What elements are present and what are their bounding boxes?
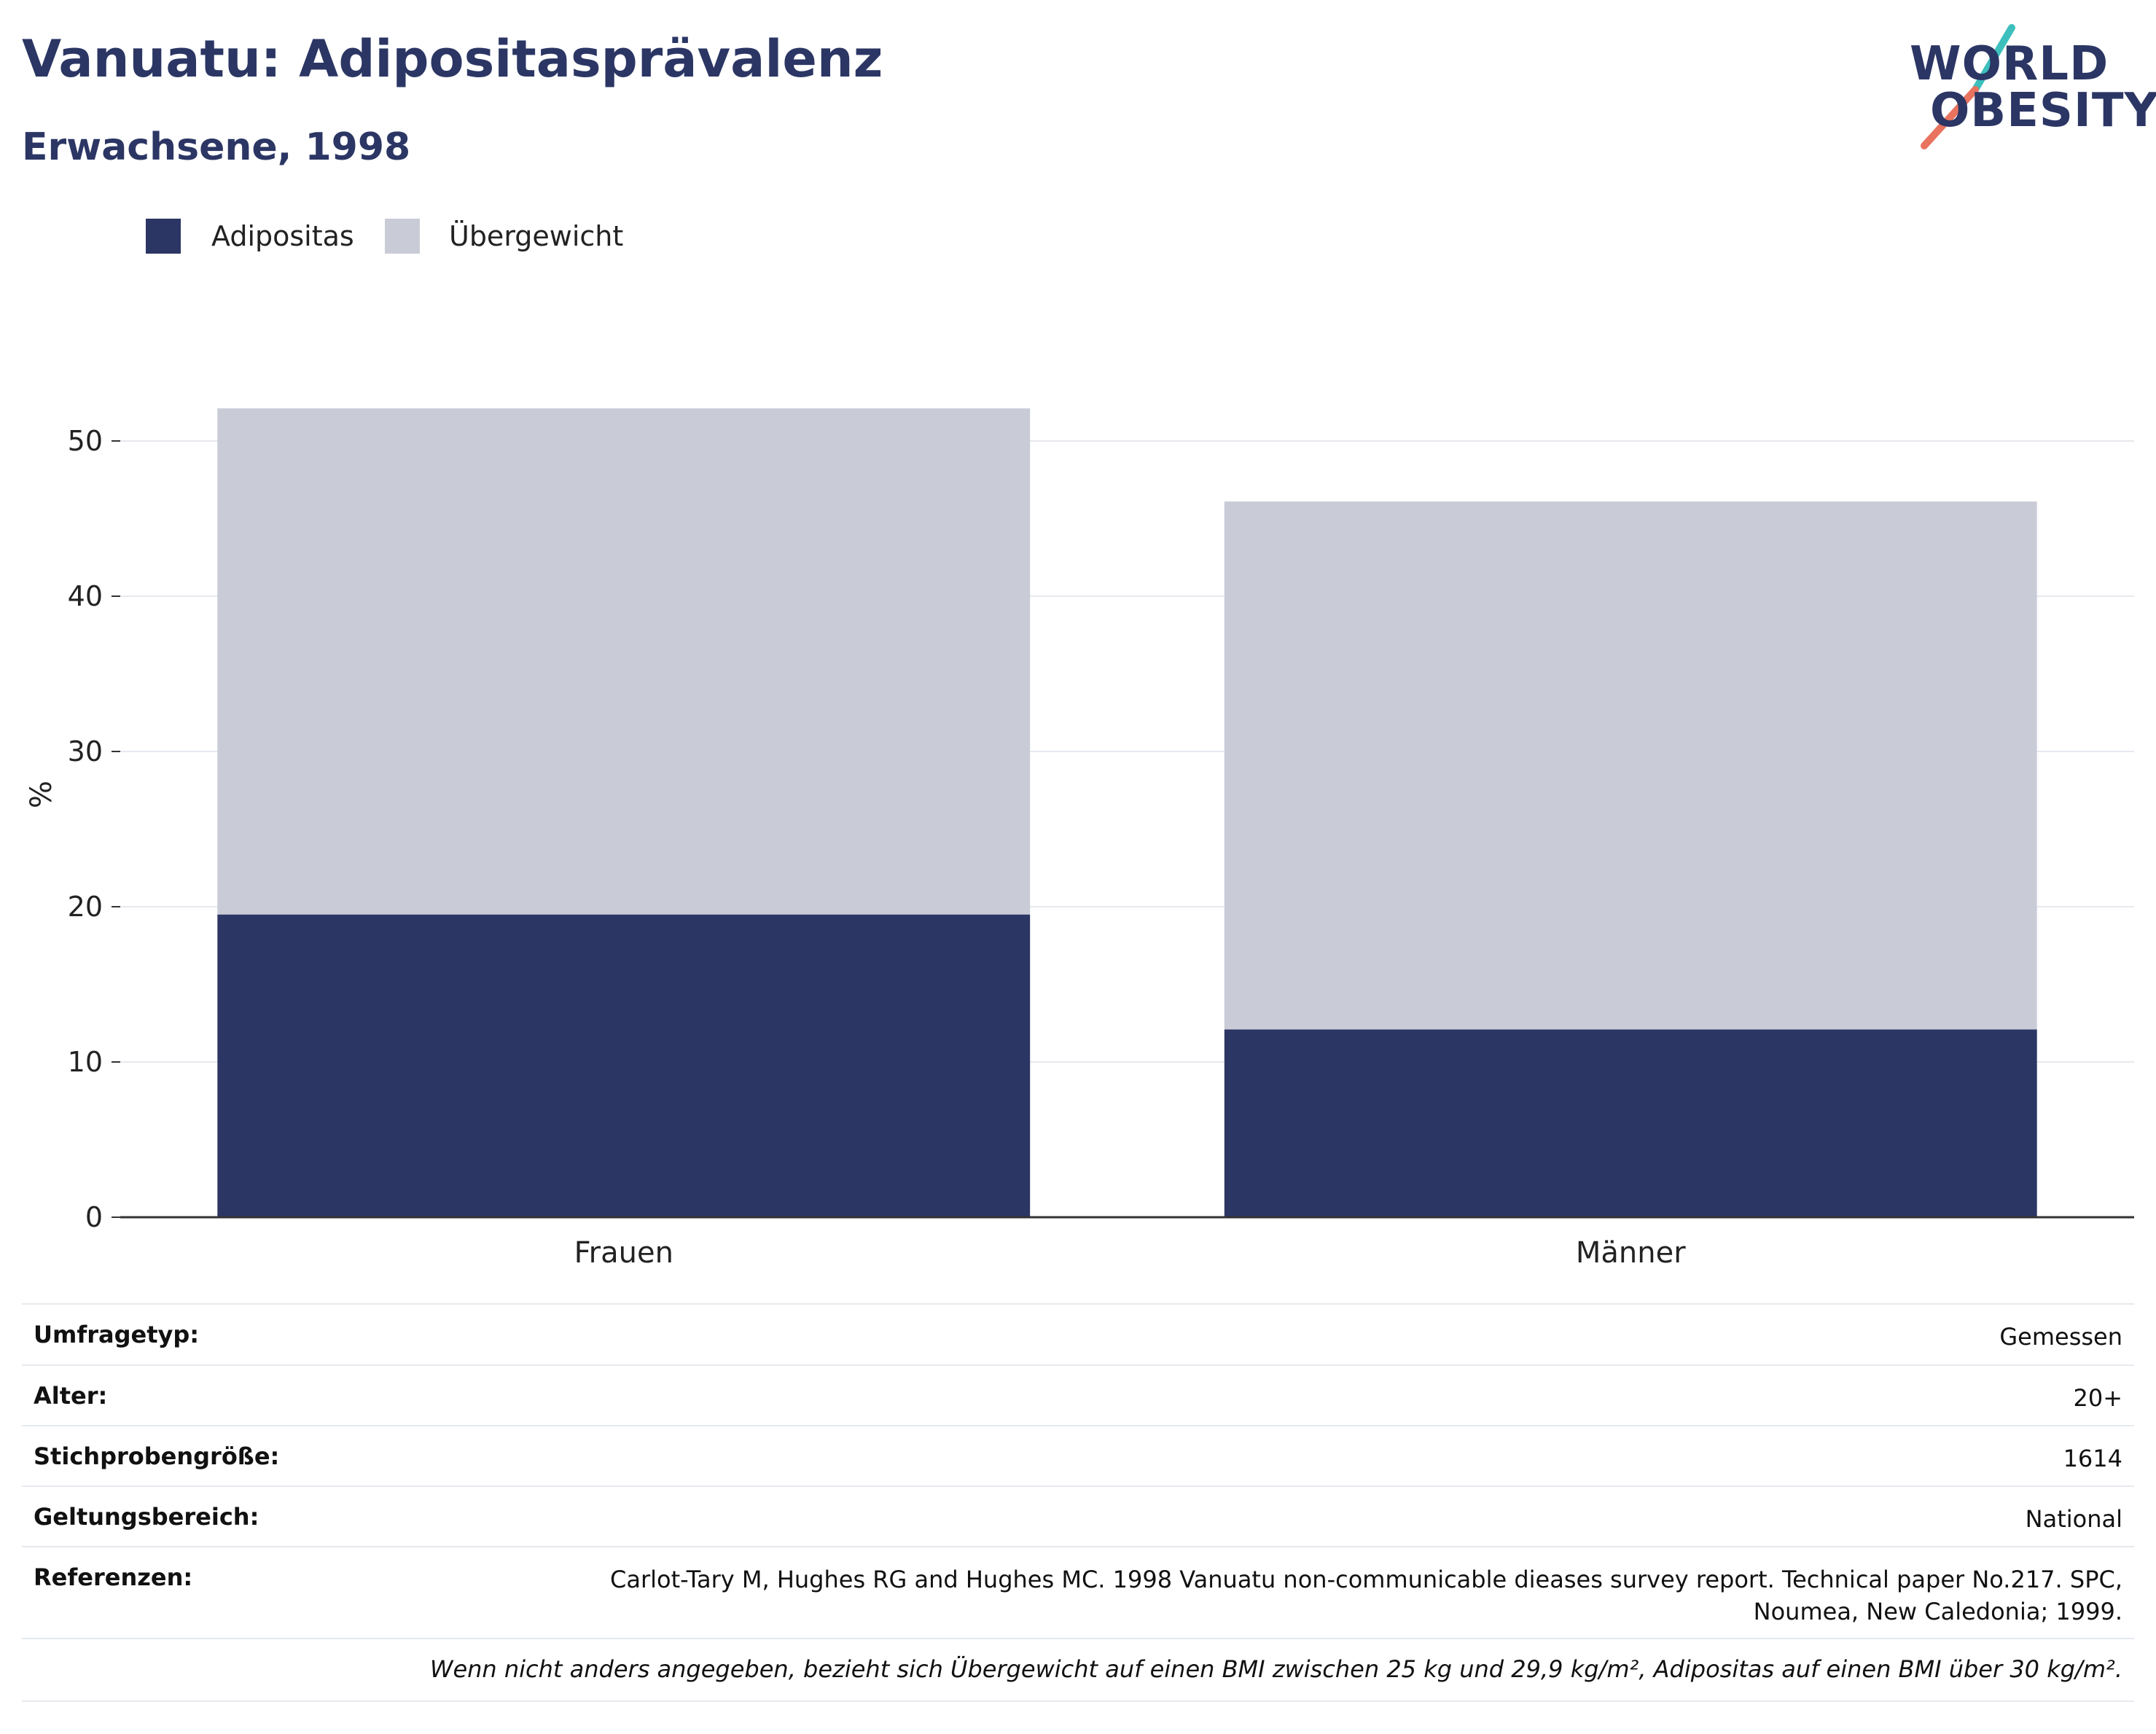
bar-adipositas-0 <box>217 914 1031 1217</box>
info-row: Umfragetyp: Gemessen <box>22 1303 2134 1366</box>
info-key: Geltungsbereich: <box>34 1503 259 1531</box>
info-row: Stichprobengröße: 1614 <box>22 1425 2134 1487</box>
info-row: Referenzen: Carlot-Tary M, Hughes RG and … <box>22 1546 2134 1639</box>
logo-line1: WORLD <box>1910 37 2109 91</box>
y-tick-label: 50 <box>68 425 103 457</box>
y-tick-label: 40 <box>68 580 103 612</box>
page-title: Vanuatu: Adipositasprävalenz <box>22 29 883 89</box>
bar-adipositas-1 <box>1224 1029 2037 1217</box>
legend-swatch-uebergewicht <box>385 219 420 254</box>
info-value: 20+ <box>2073 1384 2122 1412</box>
y-tick-label: 0 <box>85 1201 103 1233</box>
info-value: National <box>2025 1505 2122 1533</box>
logo-line2: OBESITY <box>1930 84 2156 138</box>
legend-label-adipositas: Adipositas <box>211 220 354 252</box>
info-key: Alter: <box>34 1382 108 1410</box>
x-tick-label: Frauen <box>574 1236 673 1270</box>
logo-slash-icon <box>1921 24 2015 149</box>
info-key: Umfragetyp: <box>34 1321 200 1348</box>
y-axis-label: % <box>25 781 58 808</box>
info-note-row: Wenn nicht anders angegeben, bezieht sic… <box>22 1638 2134 1702</box>
info-row: Alter: 20+ <box>22 1364 2134 1426</box>
legend-swatch-adipositas <box>146 219 181 254</box>
page-subtitle: Erwachsene, 1998 <box>22 125 411 169</box>
info-row: Geltungsbereich: National <box>22 1485 2134 1547</box>
x-tick-label: Männer <box>1576 1236 1686 1270</box>
stacked-bar-chart: 0 10 20 30 40 50% Frauen Männer <box>25 408 2134 1270</box>
info-key: Referenzen: <box>34 1563 193 1591</box>
bmi-definition-note: Wenn nicht anders angegeben, bezieht sic… <box>429 1655 2122 1683</box>
info-key: Stichprobengröße: <box>34 1442 280 1470</box>
info-value: Carlot-Tary M, Hughes RG and Hughes MC. … <box>610 1566 2122 1625</box>
y-tick-label: 30 <box>68 735 103 768</box>
world-obesity-logo: WORLD OBESITY <box>1895 20 2156 152</box>
y-tick-label: 20 <box>68 891 103 923</box>
legend-label-uebergewicht: Übergewicht <box>449 220 624 252</box>
info-value: 1614 <box>2063 1445 2122 1472</box>
bar-uebergewicht-0 <box>217 408 1031 915</box>
y-tick-label: 10 <box>68 1046 103 1078</box>
bar-uebergewicht-1 <box>1224 501 2037 1030</box>
info-value: Gemessen <box>1999 1323 2122 1351</box>
